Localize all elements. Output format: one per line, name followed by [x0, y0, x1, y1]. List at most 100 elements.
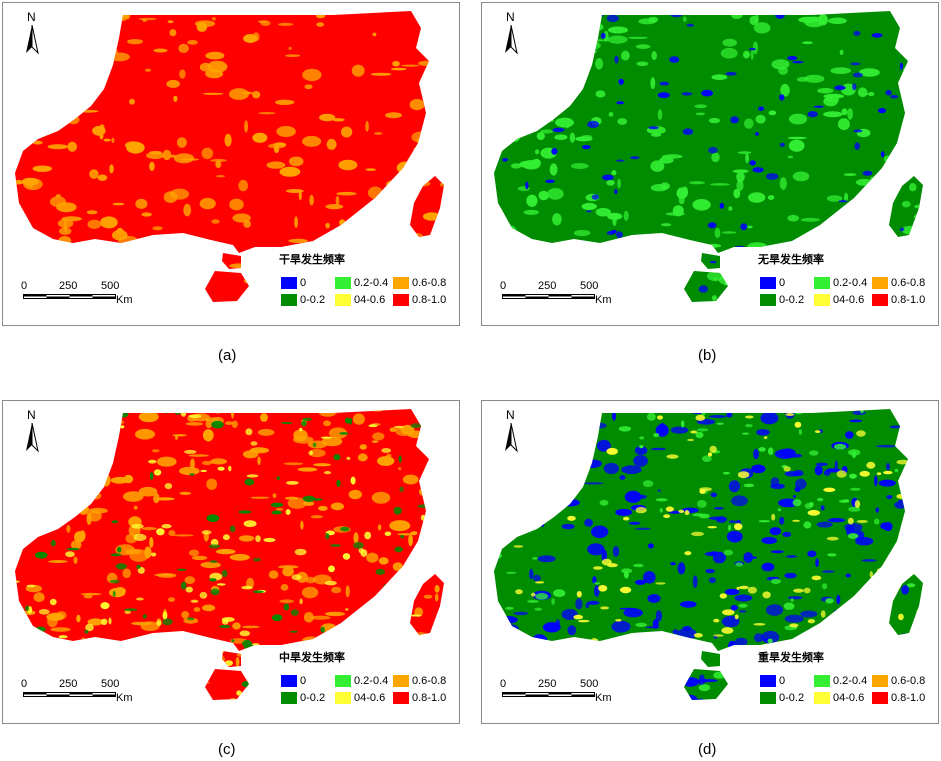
class-patch: [914, 97, 923, 103]
legend-swatch: [393, 277, 409, 289]
class-patch: [108, 617, 112, 625]
class-patch: [181, 679, 189, 685]
class-patch: [175, 435, 178, 440]
north-arrow-icon: [505, 25, 518, 55]
class-patch: [682, 626, 692, 631]
class-patch: [25, 184, 34, 188]
class-patch: [530, 592, 536, 597]
class-patch: [79, 35, 93, 44]
class-patch: [49, 642, 53, 650]
class-patch: [587, 120, 600, 128]
class-patch: [554, 69, 562, 83]
class-patch: [909, 183, 917, 192]
class-patch: [899, 62, 903, 70]
class-patch: [801, 240, 811, 248]
class-patch: [704, 551, 718, 557]
class-patch: [567, 625, 577, 636]
class-patch: [901, 225, 920, 235]
class-patch: [381, 448, 392, 453]
class-patch: [409, 99, 425, 111]
legend-swatch: [393, 692, 409, 704]
class-patch: [139, 648, 147, 661]
class-patch: [154, 573, 175, 577]
class-patch: [130, 266, 146, 275]
class-patch: [173, 95, 178, 102]
class-patch: [288, 156, 304, 167]
class-patch: [837, 118, 850, 131]
class-patch: [205, 69, 224, 79]
class-patch: [410, 614, 422, 617]
class-patch: [297, 467, 318, 472]
legend-swatch: [393, 294, 409, 306]
scale-unit: Km: [595, 294, 612, 306]
class-patch: [783, 466, 791, 472]
class-patch: [699, 489, 706, 494]
class-patch: [647, 543, 654, 549]
class-patch: [393, 506, 402, 515]
class-patch: [97, 174, 108, 181]
class-patch: [505, 571, 517, 574]
class-patch: [296, 571, 309, 583]
class-patch: [494, 74, 512, 83]
class-patch: [785, 413, 795, 416]
class-patch: [412, 566, 418, 576]
class-patch: [695, 414, 706, 421]
class-patch: [342, 553, 351, 560]
class-patch: [435, 497, 444, 501]
class-patch: [117, 546, 122, 553]
class-patch: [792, 495, 797, 498]
class-patch: [502, 158, 508, 162]
class-patch: [325, 532, 330, 540]
class-patch: [432, 236, 441, 247]
class-patch: [792, 60, 804, 64]
legend-label: 0.2-0.4: [833, 277, 868, 289]
class-patch: [844, 192, 849, 202]
class-patch: [604, 643, 613, 652]
class-patch: [803, 521, 812, 529]
class-patch: [417, 239, 438, 250]
figure-caption-b: (b): [698, 347, 717, 364]
class-patch: [340, 126, 353, 138]
class-patch: [47, 513, 62, 526]
class-patch: [199, 591, 208, 599]
class-patch: [898, 613, 904, 621]
class-patch: [57, 500, 71, 506]
class-patch: [728, 640, 737, 652]
class-patch: [612, 411, 616, 421]
class-patch: [834, 443, 847, 450]
class-patch: [745, 424, 753, 428]
class-patch: [765, 604, 784, 616]
class-patch: [142, 614, 147, 619]
scale-bar-graphic: [23, 692, 116, 697]
class-patch: [737, 151, 752, 155]
class-patch: [862, 170, 873, 176]
class-patch: [187, 268, 204, 281]
class-patch: [194, 681, 210, 685]
class-patch: [870, 242, 887, 248]
class-patch: [565, 248, 586, 254]
class-patch: [760, 411, 779, 425]
class-patch: [423, 594, 433, 599]
class-patch: [784, 614, 804, 623]
class-patch: [320, 626, 325, 633]
class-patch: [514, 470, 518, 475]
class-patch: [88, 660, 93, 663]
class-patch: [366, 552, 379, 563]
class-patch: [540, 515, 545, 528]
class-patch: [748, 192, 766, 203]
class-patch: [156, 620, 162, 626]
class-patch: [615, 619, 622, 622]
class-patch: [498, 541, 504, 547]
class-patch: [73, 556, 78, 564]
class-patch: [830, 645, 836, 649]
class-patch: [503, 624, 519, 634]
class-patch: [345, 608, 349, 611]
class-patch: [606, 14, 619, 23]
class-patch: [519, 84, 539, 94]
legend-label: 0: [300, 675, 307, 687]
class-patch: [290, 609, 299, 616]
class-patch: [70, 540, 82, 550]
class-patch: [554, 88, 566, 96]
class-patch: [205, 419, 213, 429]
class-patch: [149, 472, 154, 480]
